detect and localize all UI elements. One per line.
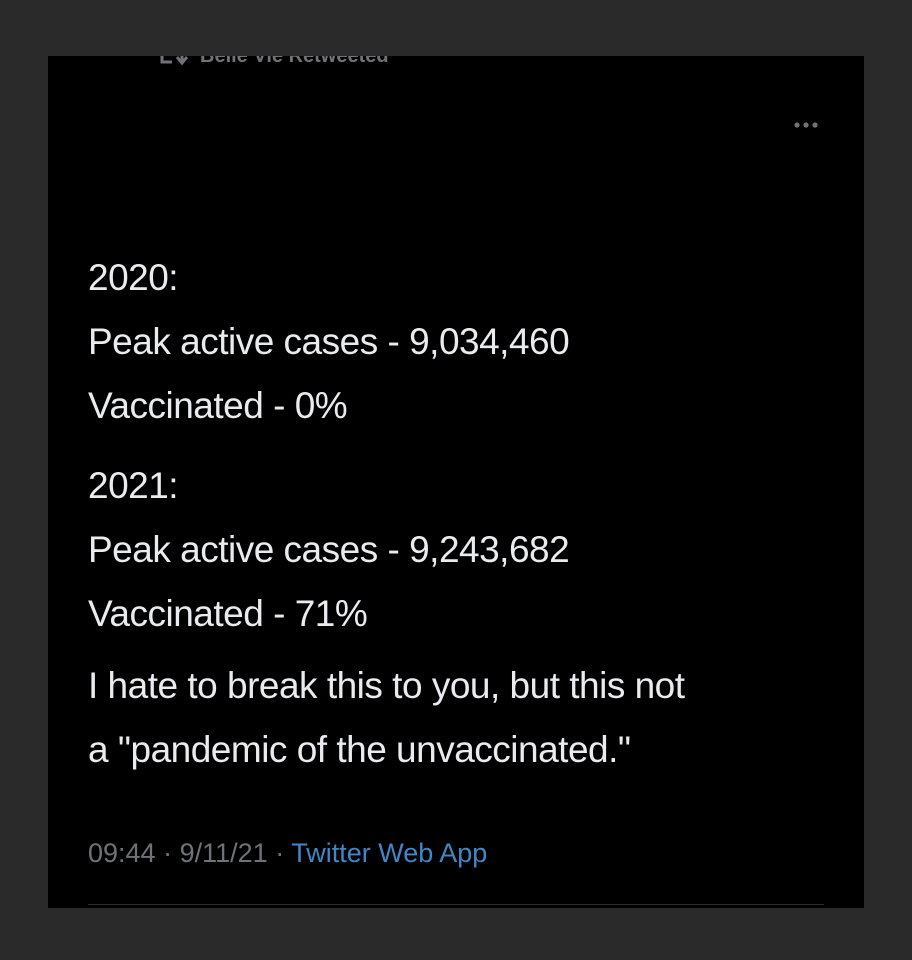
tweet-metadata: 09:44 · 9/11/21 · Twitter Web App: [88, 838, 487, 869]
retweet-icon: [160, 56, 190, 66]
vaccinated-2021: Vaccinated - 71%: [88, 593, 368, 634]
divider: [88, 904, 824, 905]
meta-separator: ·: [163, 838, 173, 868]
tweet-time[interactable]: 09:44: [88, 838, 156, 868]
retweet-label: Belle Vie Retweeted: [200, 56, 389, 68]
retweet-indicator[interactable]: Belle Vie Retweeted: [160, 56, 389, 68]
tweet-card: Belle Vie Retweeted 2020: Peak active ca…: [48, 56, 864, 908]
tweet-date[interactable]: 9/11/21: [179, 838, 268, 868]
year-heading-2020: 2020:: [88, 257, 179, 298]
more-icon[interactable]: [792, 118, 820, 132]
meta-separator: ·: [275, 838, 285, 868]
peak-cases-2020: Peak active cases - 9,034,460: [88, 321, 570, 362]
commentary-line-2: a "pandemic of the unvaccinated.": [88, 729, 631, 770]
vaccinated-2020: Vaccinated - 0%: [88, 385, 348, 426]
tweet-text: 2020: Peak active cases - 9,034,460 Vacc…: [88, 246, 828, 782]
commentary-line-1: I hate to break this to you, but this no…: [88, 665, 685, 706]
tweet-source-link[interactable]: Twitter Web App: [291, 838, 488, 868]
peak-cases-2021: Peak active cases - 9,243,682: [88, 529, 570, 570]
year-heading-2021: 2021:: [88, 465, 179, 506]
